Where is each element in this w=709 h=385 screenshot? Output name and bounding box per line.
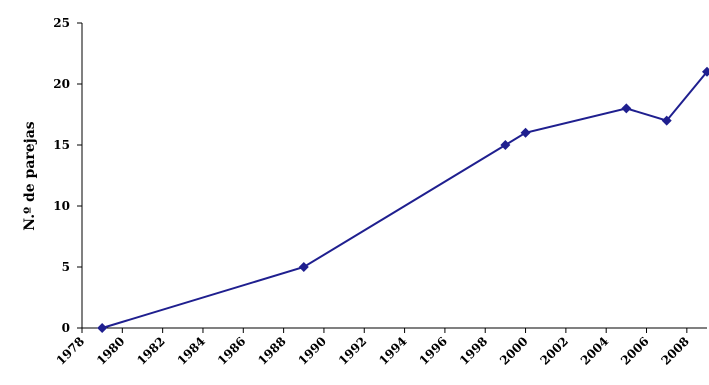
series-group [97,66,709,333]
x-tick-label: 2004 [578,334,612,368]
x-tick-label: 2008 [658,334,692,368]
x-ticks: 1978 1980 1982 1984 1986 1988 1990 1992 1994 1996… [54,328,692,368]
axes [81,23,707,329]
x-tick-label: 1998 [457,334,491,368]
y-tick-label: 20 [53,77,70,91]
data-point-marker [520,127,531,138]
x-tick-label: 1986 [215,334,249,368]
y-tick-label: 10 [53,199,70,213]
x-tick-label: 1988 [255,334,289,368]
x-tick-label: 1984 [175,334,209,368]
x-tick-label: 2002 [537,334,571,368]
y-tick-label: 25 [53,16,70,30]
x-tick-label: 1978 [54,334,88,368]
y-tick-label: 15 [53,138,70,152]
y-ticks: 0 5 10 15 20 25 [53,16,82,335]
data-point-marker [500,140,511,150]
series-line [101,71,708,329]
x-tick-label: 1994 [376,334,410,368]
x-tick-label: 1982 [134,334,168,368]
x-tick-label: 1990 [296,334,330,368]
x-tick-label: 2000 [497,334,531,368]
y-tick-label: 5 [62,260,70,274]
data-point-marker [702,66,709,77]
y-tick-label: 0 [62,321,70,335]
x-tick-label: 1980 [94,334,128,368]
x-tick-label: 1992 [336,334,370,368]
x-tick-label: 1996 [417,334,451,368]
data-point-marker [97,323,108,333]
data-point-marker [621,103,632,114]
data-point-marker [298,262,309,272]
y-axis-title: N.º de parejas [22,121,38,231]
y-axis-title-group: N.º de parejas [22,121,38,231]
x-tick-label: 2006 [618,334,652,368]
data-point-marker [661,115,672,126]
